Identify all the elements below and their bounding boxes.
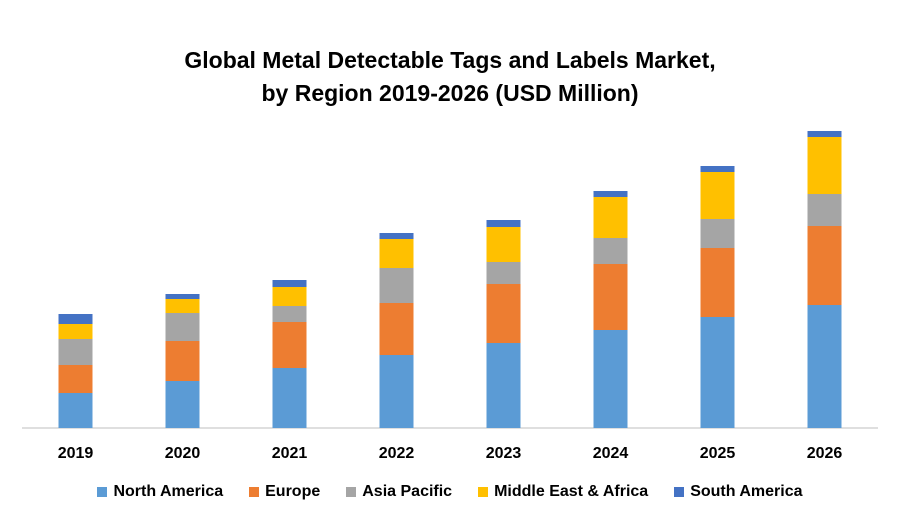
bar-segment-2022-north-america	[379, 355, 414, 428]
bar-segment-2021-south-america	[272, 280, 307, 287]
legend-swatch	[249, 487, 260, 497]
bar-segment-2025-asia-pacific	[700, 219, 735, 248]
x-tick-label: 2019	[58, 445, 94, 462]
x-tick-label: 2026	[807, 445, 843, 462]
legend-label: North America	[113, 483, 224, 500]
bar-segment-2021-middle-east-africa	[272, 287, 307, 306]
legend-item: Middle East & Africa	[478, 483, 648, 501]
bar-segment-2024-north-america	[593, 330, 628, 428]
legend-label: Europe	[265, 483, 321, 500]
legend-swatch	[674, 487, 685, 497]
chart-title-line-2: by Region 2019-2026 (USD Million)	[261, 80, 639, 106]
bar-segment-2019-asia-pacific	[58, 339, 93, 365]
legend-item: Europe	[249, 483, 320, 501]
bar-segment-2026-south-america	[807, 131, 842, 137]
bar-segment-2022-south-america	[379, 233, 414, 239]
chart-title-line-1: Global Metal Detectable Tags and Labels …	[184, 47, 716, 73]
bar-segment-2020-asia-pacific	[165, 313, 200, 341]
legend-swatch	[97, 487, 108, 497]
bar-segment-2020-middle-east-africa	[165, 299, 200, 313]
bar-segment-2024-south-america	[593, 191, 628, 197]
legend-label: Middle East & Africa	[494, 483, 649, 500]
bar-segment-2022-asia-pacific	[379, 268, 414, 303]
bar-segment-2026-north-america	[807, 305, 842, 428]
legend-item: Asia Pacific	[346, 483, 452, 501]
bar-segment-2022-middle-east-africa	[379, 239, 414, 268]
bar-segment-2025-europe	[700, 248, 735, 317]
bar-segment-2023-asia-pacific	[486, 262, 521, 284]
bar-segment-2023-south-america	[486, 220, 521, 227]
x-tick-label: 2024	[593, 445, 629, 462]
bar-segment-2021-europe	[272, 322, 307, 368]
bar-segment-2024-middle-east-africa	[593, 197, 628, 238]
bar-segment-2019-north-america	[58, 393, 93, 428]
bar-segment-2023-north-america	[486, 343, 521, 428]
x-tick-label: 2021	[272, 445, 308, 462]
bar-segment-2024-europe	[593, 264, 628, 330]
bar-segment-2023-middle-east-africa	[486, 227, 521, 262]
bar-segment-2025-south-america	[700, 166, 735, 172]
bar-segment-2021-north-america	[272, 368, 307, 428]
legend-swatch	[478, 487, 489, 497]
bar-segment-2023-europe	[486, 284, 521, 343]
bar-segment-2026-asia-pacific	[807, 194, 842, 226]
bar-segment-2024-asia-pacific	[593, 238, 628, 264]
legend: North America Europe Asia Pacific Middle Ea…	[0, 483, 900, 501]
x-tick-label: 2020	[165, 445, 201, 462]
bar-segment-2021-asia-pacific	[272, 306, 307, 322]
bar-segment-2019-middle-east-africa	[58, 324, 93, 339]
x-tick-label: 2025	[700, 445, 736, 462]
bar-segment-2025-north-america	[700, 317, 735, 428]
x-tick-label: 2023	[486, 445, 522, 462]
bar-segment-2020-north-america	[165, 381, 200, 428]
bar-segment-2026-middle-east-africa	[807, 137, 842, 194]
bar-segment-2022-europe	[379, 303, 414, 355]
legend-swatch	[346, 487, 357, 497]
bar-segment-2020-europe	[165, 341, 200, 381]
bar-segment-2020-south-america	[165, 294, 200, 299]
bar-segment-2026-europe	[807, 226, 842, 305]
legend-label: South America	[690, 483, 803, 500]
bar-segment-2019-europe	[58, 365, 93, 393]
legend-item: South America	[674, 483, 803, 501]
x-tick-label: 2022	[379, 445, 415, 462]
bar-segment-2019-south-america	[58, 314, 93, 324]
chart-title: Global Metal Detectable Tags and Labels …	[0, 44, 900, 110]
bar-segment-2025-middle-east-africa	[700, 172, 735, 219]
legend-label: Asia Pacific	[362, 483, 453, 500]
legend-item: North America	[97, 483, 223, 501]
